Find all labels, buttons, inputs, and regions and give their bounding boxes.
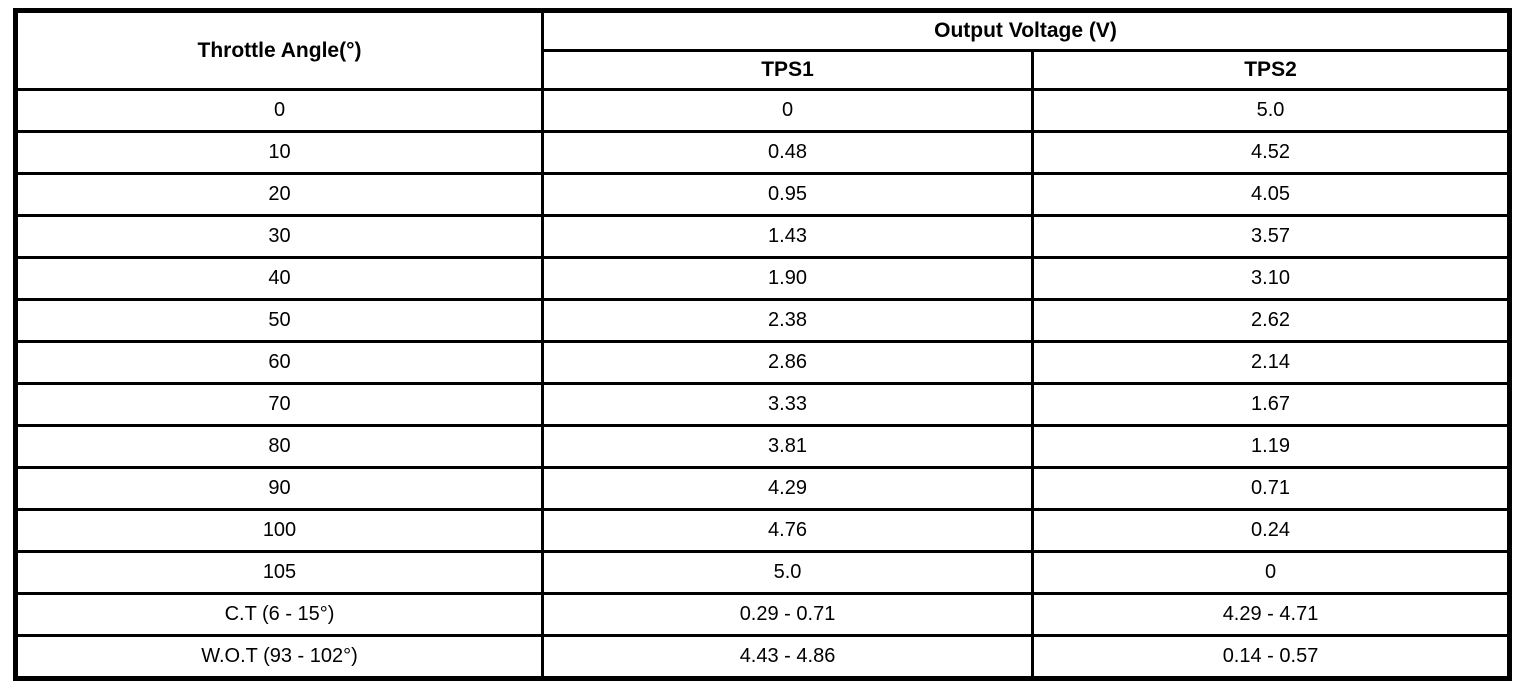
table-row: 80 3.81 1.19 — [14, 424, 1512, 469]
tps1-cell: 2.86 — [541, 340, 1034, 385]
tps1-cell: 4.29 — [541, 466, 1034, 511]
header-throttle-angle: Throttle Angle(°) — [14, 9, 544, 91]
tps2-cell: 1.67 — [1030, 382, 1512, 427]
table-row: W.O.T (93 - 102°) 4.43 - 4.86 0.14 - 0.5… — [14, 634, 1512, 680]
table-row: 20 0.95 4.05 — [14, 172, 1512, 217]
table-row: 40 1.90 3.10 — [14, 256, 1512, 301]
angle-cell: W.O.T (93 - 102°) — [14, 634, 544, 680]
tps-voltage-table: Throttle Angle(°) Output Voltage (V) TPS… — [13, 8, 1513, 681]
tps2-cell: 3.10 — [1030, 256, 1512, 301]
tps2-cell: 0.24 — [1030, 508, 1512, 553]
angle-cell: 60 — [14, 340, 544, 385]
table-row: 50 2.38 2.62 — [14, 298, 1512, 343]
tps1-cell: 0 — [541, 88, 1034, 133]
tps1-cell: 2.38 — [541, 298, 1034, 343]
tps2-cell: 0.71 — [1030, 466, 1512, 511]
table-row: 70 3.33 1.67 — [14, 382, 1512, 427]
tps1-cell: 4.76 — [541, 508, 1034, 553]
angle-cell: 100 — [14, 508, 544, 553]
tps1-cell: 1.43 — [541, 214, 1034, 259]
table-header: Throttle Angle(°) Output Voltage (V) TPS… — [14, 9, 1512, 91]
tps1-cell: 1.90 — [541, 256, 1034, 301]
angle-cell: 20 — [14, 172, 544, 217]
table-row: 10 0.48 4.52 — [14, 130, 1512, 175]
tps2-cell: 2.62 — [1030, 298, 1512, 343]
tps1-cell: 3.81 — [541, 424, 1034, 469]
header-tps2: TPS2 — [1030, 49, 1512, 91]
angle-cell: 105 — [14, 550, 544, 595]
table-row: C.T (6 - 15°) 0.29 - 0.71 4.29 - 4.71 — [14, 592, 1512, 637]
tps2-cell: 5.0 — [1030, 88, 1512, 133]
angle-cell: 0 — [14, 88, 544, 133]
tps2-cell: 3.57 — [1030, 214, 1512, 259]
angle-cell: 50 — [14, 298, 544, 343]
header-output-voltage: Output Voltage (V) — [540, 9, 1512, 52]
angle-cell: 70 — [14, 382, 544, 427]
table-body: 0 0 5.0 10 0.48 4.52 20 0.95 4.05 30 1.4… — [14, 88, 1512, 680]
table-row: 30 1.43 3.57 — [14, 214, 1512, 259]
tps2-cell: 0.14 - 0.57 — [1030, 634, 1512, 680]
angle-cell: 40 — [14, 256, 544, 301]
tps2-cell: 0 — [1030, 550, 1512, 595]
tps1-cell: 0.29 - 0.71 — [541, 592, 1034, 637]
angle-cell: C.T (6 - 15°) — [14, 592, 544, 637]
header-row-sub: TPS1 TPS2 — [16, 49, 1512, 91]
angle-cell: 30 — [14, 214, 544, 259]
table-row: 0 0 5.0 — [14, 88, 1512, 133]
table-row: 60 2.86 2.14 — [14, 340, 1512, 385]
angle-cell: 80 — [14, 424, 544, 469]
tps1-cell: 5.0 — [541, 550, 1034, 595]
tps1-cell: 3.33 — [541, 382, 1034, 427]
tps1-cell: 0.95 — [541, 172, 1034, 217]
angle-cell: 10 — [14, 130, 544, 175]
header-row-group: Throttle Angle(°) Output Voltage (V) — [14, 9, 1512, 91]
header-tps1: TPS1 — [541, 49, 1034, 91]
table-row: 105 5.0 0 — [14, 550, 1512, 595]
tps2-cell: 4.52 — [1030, 130, 1512, 175]
tps2-cell: 4.05 — [1030, 172, 1512, 217]
tps2-cell: 4.29 - 4.71 — [1030, 592, 1512, 637]
table-row: 100 4.76 0.24 — [14, 508, 1512, 553]
tps1-cell: 4.43 - 4.86 — [541, 634, 1034, 680]
angle-cell: 90 — [14, 466, 544, 511]
tps2-cell: 1.19 — [1030, 424, 1512, 469]
tps2-cell: 2.14 — [1030, 340, 1512, 385]
table-row: 90 4.29 0.71 — [14, 466, 1512, 511]
tps1-cell: 0.48 — [541, 130, 1034, 175]
